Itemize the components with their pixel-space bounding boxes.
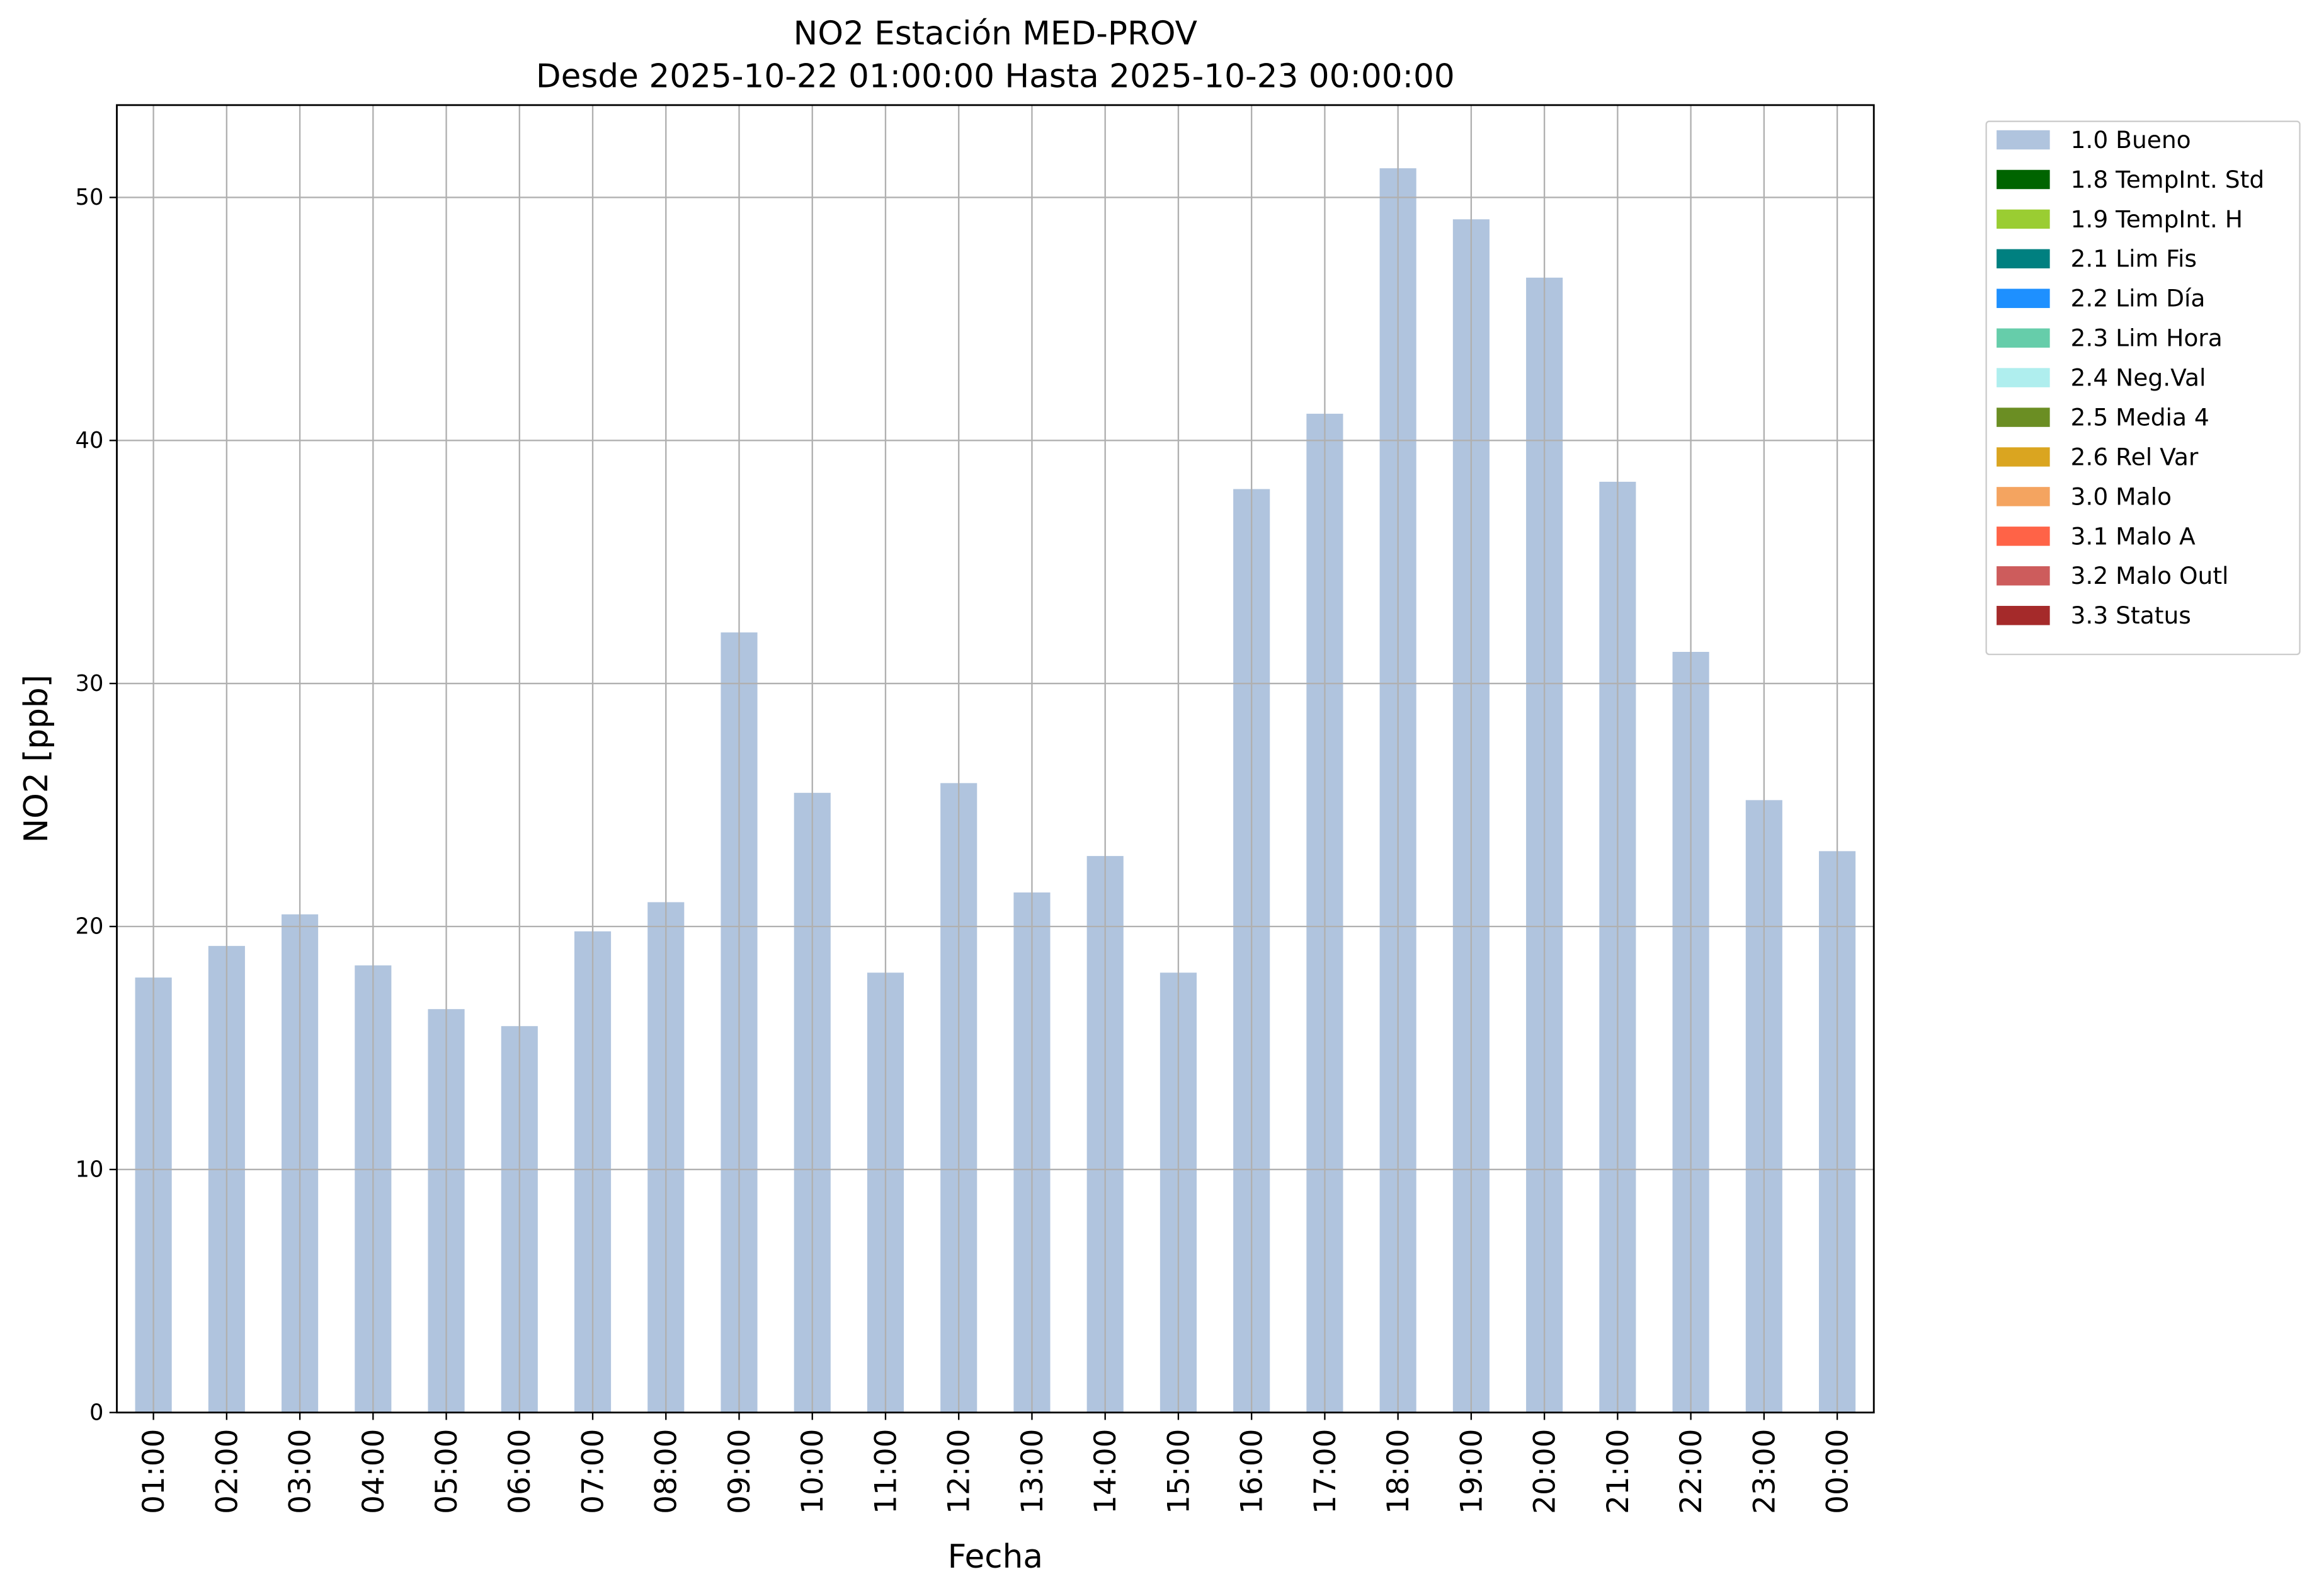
- legend-swatch: [1997, 288, 2050, 309]
- x-tick-label: 18:00: [1381, 1429, 1416, 1514]
- x-tick-label: 14:00: [1088, 1429, 1123, 1514]
- y-tick-label: 50: [76, 185, 104, 210]
- x-tick-label: 22:00: [1674, 1429, 1709, 1514]
- x-tick-label: 15:00: [1161, 1429, 1196, 1514]
- legend-label: 2.4 Neg.Val: [2071, 364, 2206, 392]
- chart-subtitle: Desde 2025-10-22 01:00:00 Hasta 2025-10-…: [536, 58, 1455, 96]
- x-tick-label: 21:00: [1601, 1429, 1636, 1514]
- plot-area: 0 10 20 30 40 50 01:00 02:00 03:00 04:00 05:00 06:0…: [76, 104, 2301, 1514]
- legend-swatch: [1997, 447, 2050, 467]
- legend-swatch: [1997, 328, 2050, 348]
- x-tick-label: 13:00: [1015, 1429, 1050, 1514]
- x-tick-label: 11:00: [869, 1429, 903, 1514]
- x-tick-label: 10:00: [795, 1429, 830, 1514]
- axes-frame: [116, 104, 1875, 1414]
- legend-label: 3.3 Status: [2071, 601, 2191, 629]
- x-tick-label: 12:00: [942, 1429, 977, 1514]
- legend-label: 3.2 Malo Outl: [2071, 562, 2229, 590]
- x-tick-label: 00:00: [1821, 1429, 1855, 1514]
- legend-label: 3.1 Malo A: [2071, 522, 2196, 550]
- x-tick-label: 20:00: [1528, 1429, 1563, 1514]
- legend-label: 2.5 Media 4: [2071, 403, 2209, 431]
- x-tick-label: 07:00: [576, 1429, 610, 1514]
- y-tick-label: 40: [76, 428, 104, 453]
- legend-label: 2.6 Rel Var: [2071, 443, 2199, 470]
- legend-swatch: [1997, 527, 2050, 546]
- x-tick-label: 23:00: [1747, 1429, 1782, 1514]
- y-tick-label: 20: [76, 914, 104, 940]
- x-tick-label: 09:00: [722, 1429, 757, 1514]
- legend-swatch: [1997, 130, 2050, 150]
- legend-swatch: [1997, 487, 2050, 506]
- legend-label: 3.0 Malo: [2071, 482, 2172, 510]
- x-tick-label: 02:00: [210, 1429, 244, 1514]
- x-tick-label: 05:00: [430, 1429, 464, 1514]
- x-tick-label: 08:00: [649, 1429, 684, 1514]
- x-tick-label: 03:00: [283, 1429, 318, 1514]
- legend-swatch: [1997, 605, 2050, 625]
- x-tick-label: 06:00: [503, 1429, 537, 1514]
- legend-label: 1.0 Bueno: [2071, 126, 2191, 154]
- x-axis-label: Fecha: [948, 1538, 1043, 1576]
- legend-label: 2.2 Lim Día: [2071, 285, 2206, 312]
- legend-label: 2.3 Lim Hora: [2071, 324, 2223, 352]
- legend-box: [1985, 120, 2301, 656]
- x-tick-label: 01:00: [137, 1429, 171, 1514]
- legend-swatch: [1997, 249, 2050, 269]
- x-tick-label: 16:00: [1235, 1429, 1270, 1514]
- legend-label: 1.8 TempInt. Std: [2071, 166, 2265, 193]
- legend-label: 2.1 Lim Fis: [2071, 245, 2197, 273]
- legend: 1.0 Bueno 1.8 TempInt. Std 1.9 TempInt. H 2…: [1985, 120, 2301, 656]
- legend-swatch: [1997, 209, 2050, 229]
- legend-swatch: [1997, 368, 2050, 387]
- y-tick-label: 30: [76, 671, 104, 697]
- legend-label: 1.9 TempInt. H: [2071, 205, 2243, 233]
- y-tick-label: 0: [89, 1399, 103, 1425]
- y-tick-label: 10: [76, 1157, 104, 1183]
- chart-title: NO2 Estación MED-PROV: [794, 15, 1197, 53]
- legend-swatch: [1997, 566, 2050, 586]
- y-axis-label: NO2 [ppb]: [18, 675, 55, 843]
- legend-swatch: [1997, 408, 2050, 427]
- legend-swatch: [1997, 169, 2050, 190]
- x-tick-label: 17:00: [1308, 1429, 1343, 1514]
- x-tick-label: 19:00: [1454, 1429, 1489, 1514]
- x-tick-label: 04:00: [356, 1429, 391, 1514]
